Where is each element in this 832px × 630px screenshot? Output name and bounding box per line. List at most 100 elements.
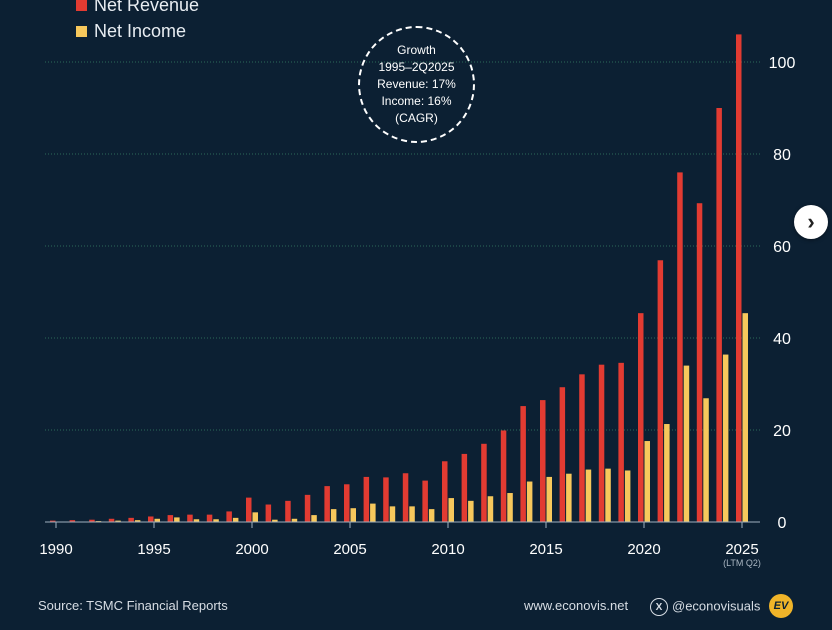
net-revenue-bar bbox=[226, 511, 232, 522]
net-income-bar bbox=[624, 470, 631, 522]
legend-label-net-income: Net Income bbox=[94, 20, 187, 41]
net-income-bar bbox=[526, 481, 533, 522]
source-note: Source: TSMC Financial Reports bbox=[38, 598, 228, 613]
callout-line: Income: 16% bbox=[381, 94, 452, 108]
net-revenue-bar bbox=[383, 477, 389, 522]
net-revenue-bar bbox=[461, 453, 468, 522]
net-income-bar bbox=[134, 520, 141, 522]
net-revenue-bar bbox=[559, 387, 566, 522]
net-income-bar bbox=[115, 520, 121, 522]
net-revenue-bar bbox=[520, 406, 526, 522]
net-income-bar bbox=[213, 519, 219, 522]
handle-text: @econovisuals bbox=[672, 598, 761, 614]
x-tick-label: 2010 bbox=[431, 541, 464, 558]
net-income-bar bbox=[703, 398, 709, 522]
net-income-bar bbox=[683, 365, 690, 522]
callout-line: Revenue: 17% bbox=[377, 77, 456, 91]
net-revenue-bar bbox=[206, 514, 213, 522]
legend: Net Revenue Net Income bbox=[76, 0, 199, 44]
net-revenue-bar bbox=[481, 443, 487, 522]
y-tick-label: 100 bbox=[769, 55, 796, 72]
net-income-bar bbox=[664, 424, 670, 522]
net-income-bar bbox=[330, 509, 337, 522]
net-revenue-bar bbox=[324, 486, 330, 522]
net-revenue-bar bbox=[540, 400, 546, 522]
net-income-bar bbox=[742, 313, 748, 522]
net-income-bar bbox=[605, 468, 611, 522]
net-income-bar bbox=[252, 512, 258, 522]
net-revenue-bar bbox=[677, 172, 683, 522]
x-tick-label: 2025 bbox=[725, 541, 758, 558]
x-tick-sublabel: (LTM Q2) bbox=[723, 558, 761, 568]
callout-line: 1995–2Q2025 bbox=[378, 60, 455, 74]
net-income-bar bbox=[566, 473, 572, 522]
net-income-bar bbox=[546, 476, 552, 522]
chevron-right-icon: › bbox=[807, 209, 815, 234]
net-income-bar bbox=[272, 519, 278, 522]
net-revenue-bar bbox=[363, 476, 370, 522]
net-revenue-bar bbox=[422, 480, 428, 522]
net-revenue-bar bbox=[304, 494, 311, 522]
net-income-bar bbox=[350, 508, 356, 522]
x-tick-label: 1990 bbox=[39, 541, 72, 558]
net-revenue-bar bbox=[500, 430, 507, 522]
net-income-bar bbox=[291, 518, 298, 522]
net-revenue-bar bbox=[108, 518, 115, 522]
net-income-bar bbox=[428, 509, 435, 522]
ev-logo: EV bbox=[769, 594, 793, 618]
callout-line: (CAGR) bbox=[395, 111, 438, 125]
y-tick-label: 40 bbox=[773, 331, 791, 348]
net-income-bar bbox=[409, 506, 415, 522]
x-tick-label: 1995 bbox=[137, 541, 170, 558]
net-revenue-bar bbox=[716, 108, 722, 522]
net-revenue-bar bbox=[265, 504, 272, 522]
net-income-bar bbox=[487, 496, 494, 522]
net-income-bar bbox=[232, 517, 239, 522]
net-revenue-bar bbox=[638, 313, 644, 522]
net-revenue-bar bbox=[167, 515, 174, 522]
net-revenue-bar bbox=[69, 520, 76, 522]
y-tick-label: 60 bbox=[773, 239, 791, 256]
legend-item-net-income: Net Income bbox=[76, 18, 199, 44]
net-income-bar bbox=[507, 493, 513, 522]
net-income-bar bbox=[468, 500, 474, 522]
x-tick-label: 2005 bbox=[333, 541, 366, 558]
net-revenue-bar bbox=[148, 516, 154, 522]
net-revenue-bar bbox=[579, 374, 585, 522]
net-income-bar bbox=[644, 441, 650, 522]
net-income-bar bbox=[311, 515, 317, 522]
net-revenue-bar bbox=[696, 203, 703, 522]
net-income-bar bbox=[370, 503, 376, 522]
website-link[interactable]: www.econovis.net bbox=[524, 598, 629, 613]
net-revenue-bar bbox=[246, 497, 252, 522]
y-tick-label: 20 bbox=[773, 423, 791, 440]
legend-label-net-revenue: Net Revenue bbox=[94, 0, 200, 15]
x-tick-label: 2020 bbox=[627, 541, 660, 558]
net-income-bar bbox=[154, 518, 160, 522]
x-logo-icon: X bbox=[650, 598, 668, 616]
net-revenue-bar bbox=[598, 364, 605, 522]
net-income-bar bbox=[389, 506, 396, 522]
callout-line: Growth bbox=[397, 43, 436, 57]
net-revenue-bar bbox=[657, 260, 664, 522]
net-revenue-bar bbox=[50, 520, 56, 522]
x-tick-label: 2015 bbox=[529, 541, 562, 558]
net-income-bar bbox=[448, 498, 454, 522]
legend-swatch-net-income bbox=[76, 25, 87, 37]
net-revenue-bar bbox=[285, 500, 291, 522]
next-button[interactable]: › bbox=[794, 205, 828, 239]
social-handle[interactable]: X @econovisuals bbox=[650, 598, 760, 616]
net-income-bar bbox=[722, 354, 729, 522]
net-revenue-bar bbox=[442, 461, 448, 522]
net-income-bar bbox=[585, 469, 592, 522]
net-revenue-bar bbox=[736, 34, 742, 523]
growth-callout: Growth 1995–2Q2025 Revenue: 17% Income: … bbox=[358, 26, 475, 143]
net-revenue-bar bbox=[128, 517, 134, 522]
net-income-bar bbox=[193, 519, 200, 522]
net-revenue-bar bbox=[344, 484, 350, 522]
x-tick-label: 2000 bbox=[235, 541, 268, 558]
net-revenue-bar bbox=[618, 362, 624, 522]
net-revenue-bar bbox=[402, 473, 409, 522]
net-income-bar bbox=[174, 517, 180, 522]
y-tick-label: 80 bbox=[773, 147, 791, 164]
